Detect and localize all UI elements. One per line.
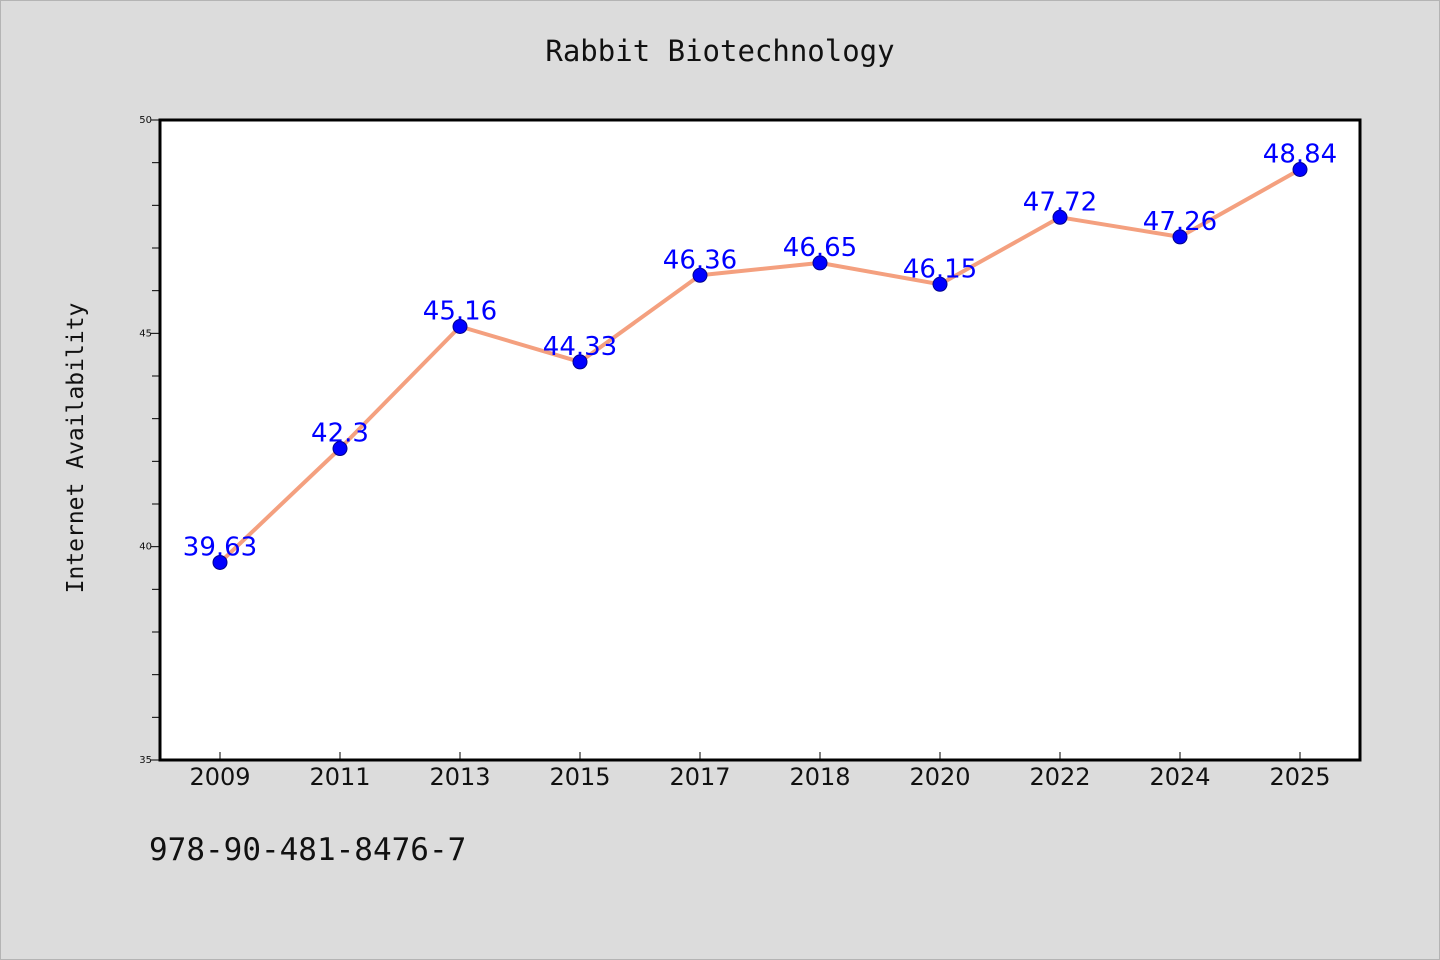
x-tick-label: 2025 xyxy=(1269,763,1330,791)
y-tick-label: 45 xyxy=(139,328,152,339)
footer-text: 978-90-481-8476-7 xyxy=(149,832,467,868)
data-label: 48.84 xyxy=(1263,139,1337,169)
chart-title: Rabbit Biotechnology xyxy=(545,34,895,68)
plot-area xyxy=(158,118,1362,762)
data-point xyxy=(1292,161,1308,177)
data-label: 47.26 xyxy=(1143,207,1217,237)
data-label: 44.33 xyxy=(543,332,617,362)
data-point xyxy=(1052,209,1068,225)
data-label: 39.63 xyxy=(183,532,257,562)
x-tick-label: 2018 xyxy=(789,763,850,791)
data-point xyxy=(452,319,468,335)
series-line xyxy=(218,167,1302,565)
y-tick-label: 50 xyxy=(139,115,152,126)
data-label: 46.65 xyxy=(783,233,857,263)
data-label: 45.16 xyxy=(423,297,497,327)
y-tick-label: 35 xyxy=(139,755,152,766)
y-axis: 35 40 45 50 xyxy=(139,115,160,766)
x-tick-label: 2017 xyxy=(669,763,730,791)
data-label: 46.36 xyxy=(663,245,737,275)
data-labels: 39.63 42.3 45.16 44.33 46.36 46.65 46.15 47.72 4… xyxy=(183,139,1337,562)
data-label: 46.15 xyxy=(903,254,977,284)
x-tick-label: 2022 xyxy=(1029,763,1090,791)
x-tick-label: 2011 xyxy=(309,763,370,791)
data-point xyxy=(932,276,948,292)
x-tick-label: 2020 xyxy=(909,763,970,791)
y-tick-label: 40 xyxy=(139,542,152,553)
x-tick-label: 2009 xyxy=(189,763,250,791)
data-point xyxy=(1172,229,1188,245)
x-tick-label: 2024 xyxy=(1149,763,1210,791)
x-tick-label: 2015 xyxy=(549,763,610,791)
x-axis: 2009 2011 2013 2015 2017 2018 2020 2022 2024 2025 xyxy=(189,752,1331,791)
series-markers xyxy=(212,161,1308,570)
data-point xyxy=(812,255,828,271)
data-point xyxy=(572,354,588,370)
data-label: 42.3 xyxy=(311,419,369,449)
data-label: 47.72 xyxy=(1023,187,1097,217)
data-point xyxy=(212,554,228,570)
data-point xyxy=(332,441,348,457)
data-point xyxy=(692,267,708,283)
x-tick-label: 2013 xyxy=(429,763,490,791)
